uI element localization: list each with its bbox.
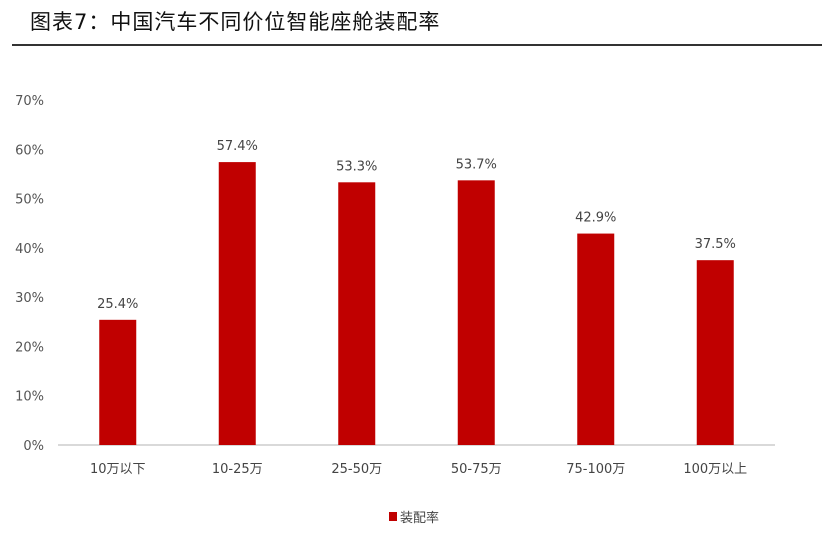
bar (577, 233, 615, 445)
x-tick-label: 100万以上 (683, 462, 747, 477)
x-tick-label: 75-100万 (566, 462, 625, 477)
bar (218, 162, 256, 445)
y-tick-label: 30% (15, 291, 44, 306)
y-tick-label: 70% (15, 94, 44, 109)
data-label: 25.4% (97, 297, 138, 312)
data-label: 57.4% (217, 139, 258, 154)
x-tick-label: 50-75万 (451, 462, 502, 477)
data-label: 53.7% (456, 157, 497, 172)
y-tick-label: 0% (23, 439, 44, 454)
data-label: 37.5% (695, 237, 736, 252)
chart-title: 图表7：中国汽车不同价位智能座舱装配率 (30, 10, 441, 34)
data-label: 42.9% (575, 211, 616, 226)
data-label: 53.3% (336, 159, 377, 174)
legend-label: 装配率 (400, 510, 439, 526)
bar (696, 260, 734, 445)
y-tick-label: 10% (15, 390, 44, 405)
x-tick-label: 25-50万 (331, 462, 382, 477)
title-divider (12, 44, 822, 46)
bar (338, 182, 376, 446)
x-tick-label: 10-25万 (212, 462, 263, 477)
x-tick-label: 10万以下 (90, 462, 146, 477)
legend-swatch (389, 512, 397, 521)
bar (99, 319, 137, 445)
y-tick-label: 40% (15, 242, 44, 257)
y-tick-label: 60% (15, 143, 44, 158)
bar (457, 180, 495, 446)
y-tick-label: 20% (15, 340, 44, 355)
y-tick-label: 50% (15, 193, 44, 208)
